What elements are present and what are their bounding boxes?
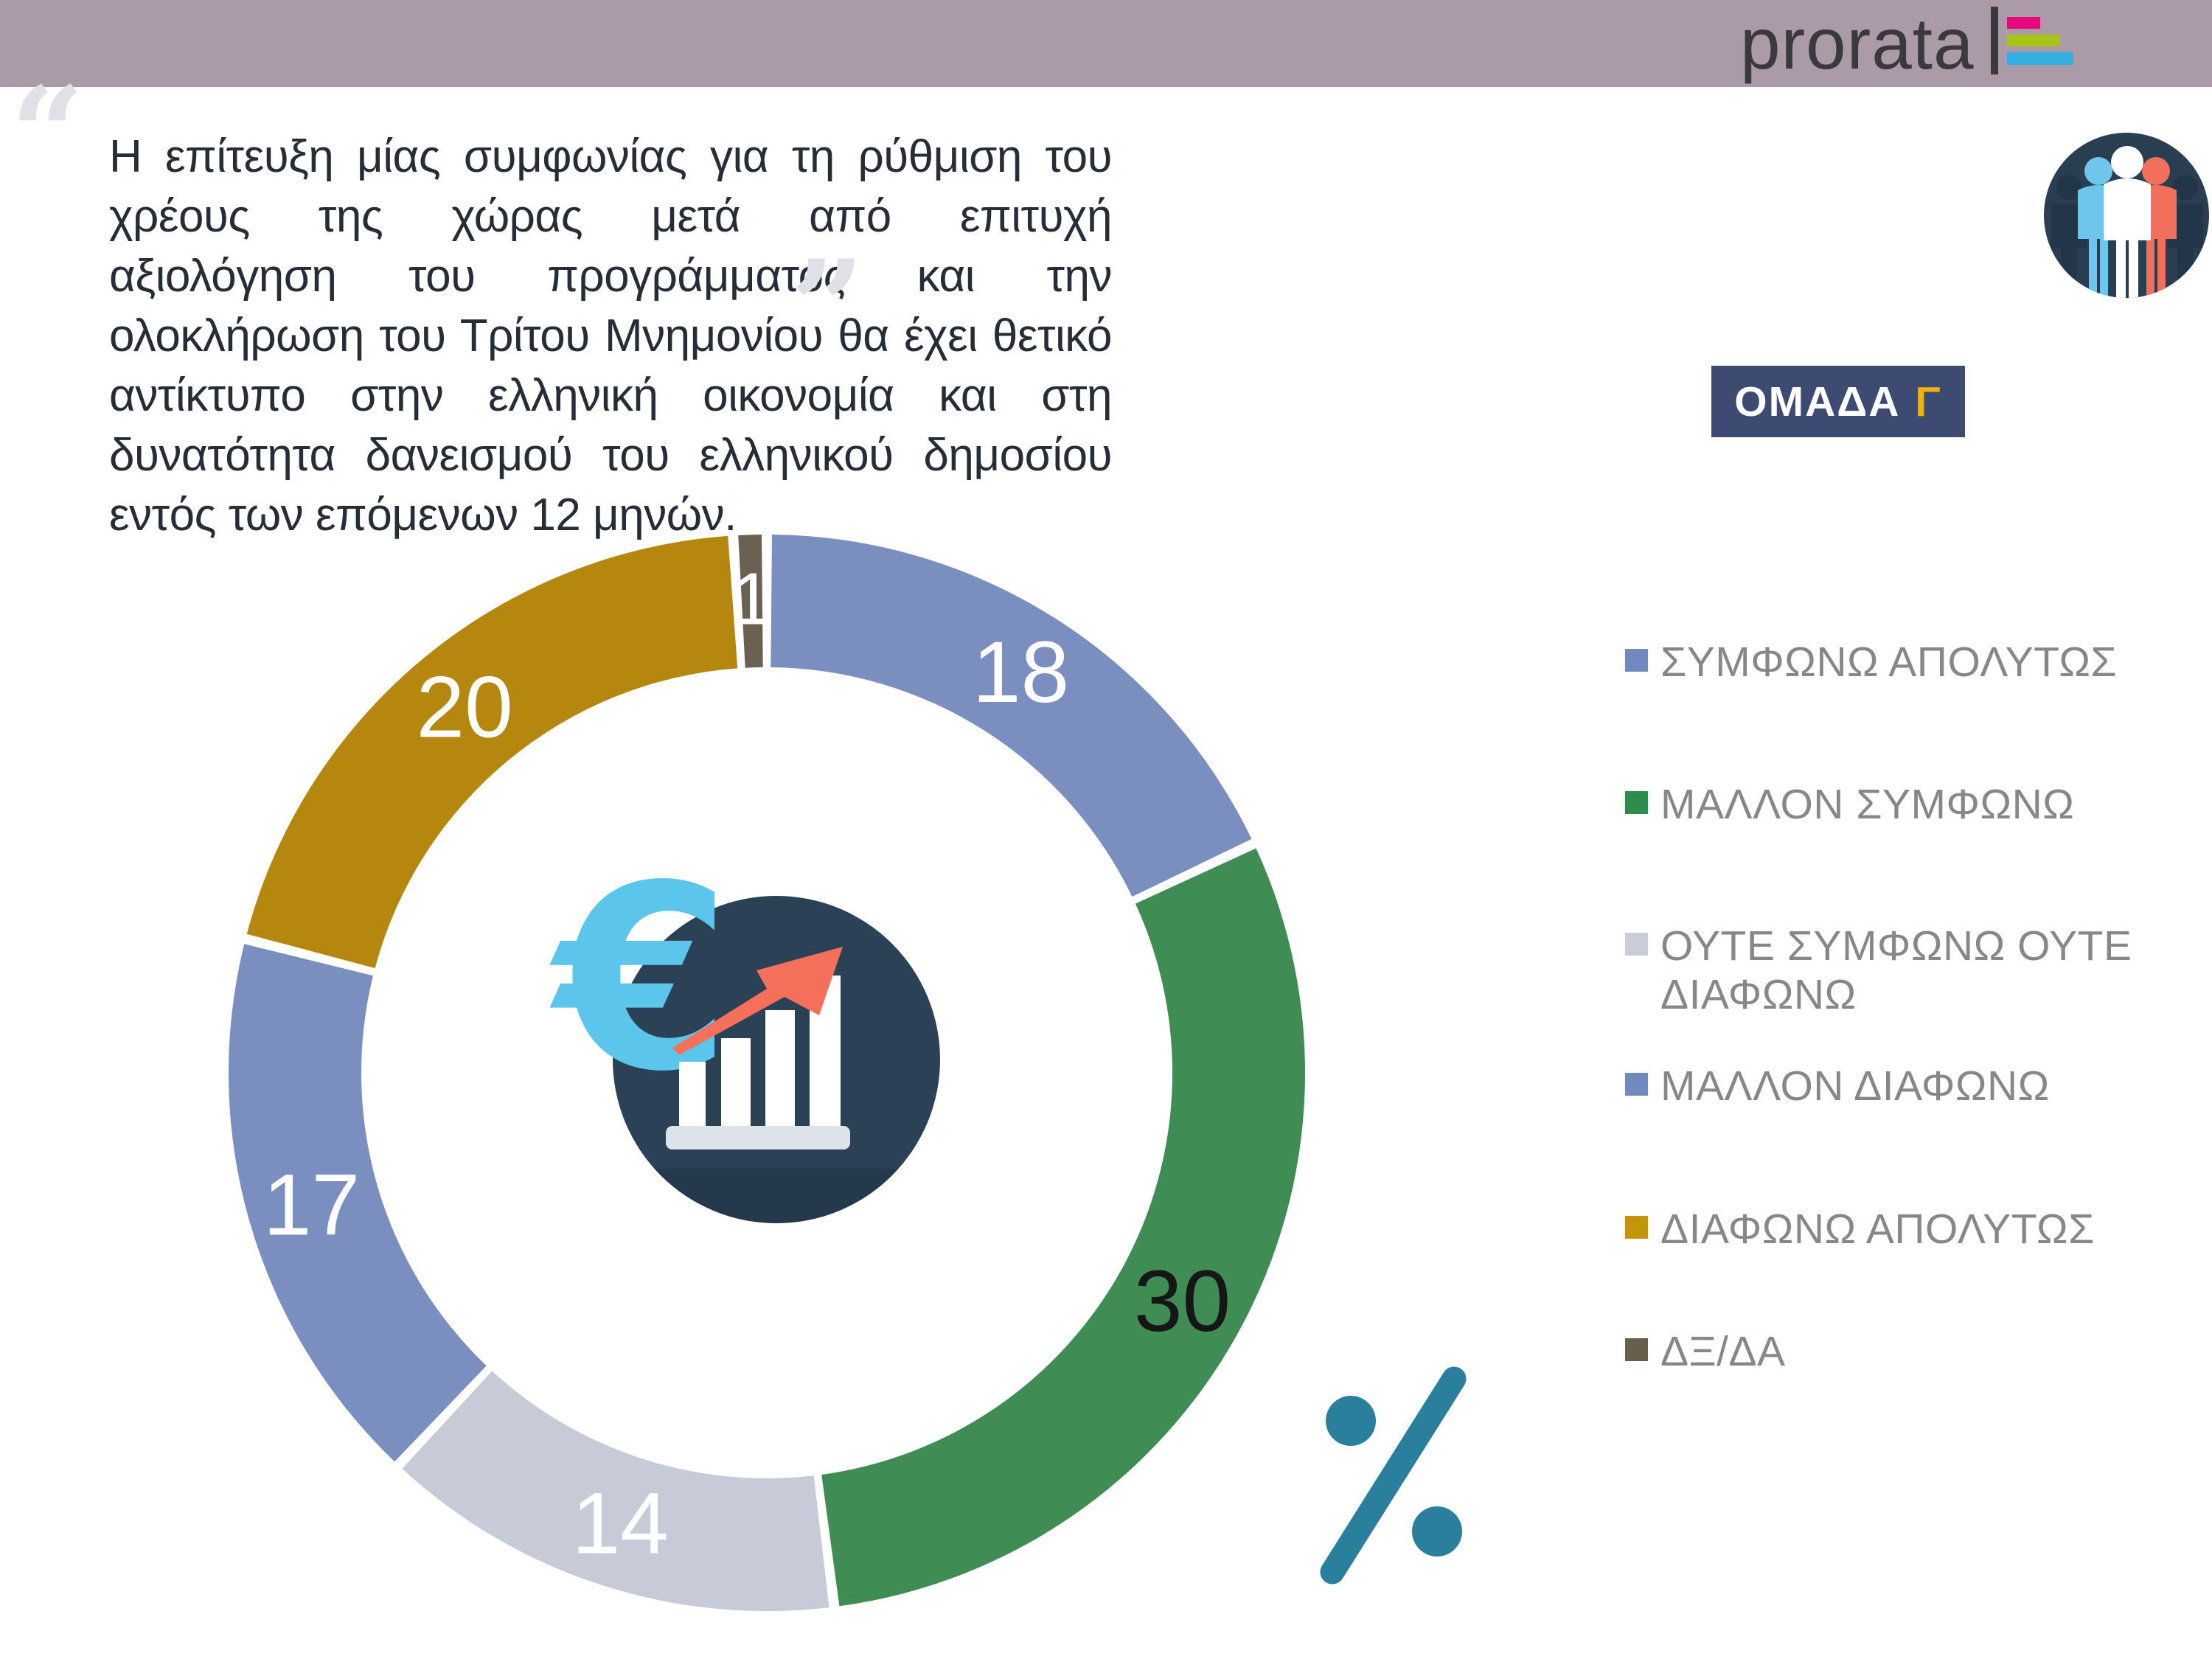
legend-swatch <box>1625 1338 1648 1361</box>
legend-swatch <box>1625 1216 1648 1239</box>
growth-arrow-icon <box>672 947 843 1055</box>
legend-swatch <box>1625 1073 1648 1096</box>
legend-swatch <box>1625 933 1648 956</box>
donut-slice <box>246 535 738 969</box>
donut-slice <box>402 1371 830 1612</box>
legend-label: ΜΑΛΛΟΝ ΔΙΑΦΩΝΩ <box>1660 1062 2050 1110</box>
donut-slice <box>821 848 1306 1607</box>
donut-slice <box>771 535 1252 897</box>
group-badge: ΟΜΑΔΑ Γ <box>1711 366 1965 437</box>
donut-slices <box>228 535 1306 1612</box>
logo-bars-icon <box>1990 7 2073 74</box>
donut-slice-value: 17 <box>263 1156 360 1253</box>
euro-growth-chart-icon: € <box>546 832 940 1223</box>
legend-item: ΜΑΛΛΟΝ ΣΥΜΦΩΝΩ <box>1625 780 2074 829</box>
donut-slice <box>228 944 487 1462</box>
people-group-icon <box>2044 133 2209 298</box>
legend-swatch <box>1625 791 1648 814</box>
percent-icon <box>1320 1366 1467 1585</box>
donut-value-labels: 18 30 14 17 20 1 <box>263 557 1231 1572</box>
legend-item: ΔΞ/ΔΑ <box>1625 1327 1786 1376</box>
legend-label: ΔΞ/ΔΑ <box>1660 1328 1786 1375</box>
group-badge-label: ΟΜΑΔΑ <box>1734 378 1901 425</box>
donut-slice-value: 1 <box>731 557 773 640</box>
question-line-3: αντίκτυπο στην ελληνική οικονομία και στ… <box>109 370 1113 481</box>
legend-item: ΣΥΜΦΩΝΩ ΑΠΟΛΥΤΩΣ <box>1625 638 2117 686</box>
question-line-1: Η επίτευξη μίας συμφωνίας για τη ρύθμιση… <box>109 131 1113 242</box>
legend-label: ΜΑΛΛΟΝ ΣΥΜΦΩΝΩ <box>1660 781 2075 828</box>
open-quote-icon: “ <box>10 59 85 210</box>
logo-text: prorata <box>1740 3 1975 84</box>
close-quote-icon: ” <box>790 232 865 383</box>
donut-slice-value: 30 <box>1134 1253 1231 1350</box>
survey-question-text: Η επίτευξη μίας συμφωνίας για τη ρύθμιση… <box>109 127 1113 545</box>
donut-slice <box>738 535 763 668</box>
question-line-2: αξιολόγηση του προγράμματος και την ολοκ… <box>109 251 1113 361</box>
question-line-4: εντός των επόμενων 12 μηνών. <box>109 490 737 540</box>
legend-item: ΟΥΤΕ ΣΥΜΦΩΝΩ ΟΥΤΕ ΔΙΑΦΩΝΩ <box>1625 922 2132 1019</box>
donut-slice-value: 14 <box>572 1475 669 1573</box>
legend-item: ΜΑΛΛΟΝ ΔΙΑΦΩΝΩ <box>1625 1062 2050 1110</box>
group-badge-letter: Γ <box>1915 378 1942 425</box>
top-banner <box>0 0 2212 87</box>
legend-label: ΔΙΑΦΩΝΩ ΑΠΟΛΥΤΩΣ <box>1660 1206 2095 1253</box>
prorata-logo: prorata <box>1740 0 2083 87</box>
legend-label: ΣΥΜΦΩΝΩ ΑΠΟΛΥΤΩΣ <box>1660 639 2118 686</box>
legend-label: ΟΥΤΕ ΣΥΜΦΩΝΩ ΟΥΤΕ ΔΙΑΦΩΝΩ <box>1660 922 2132 1018</box>
legend-swatch <box>1625 649 1648 672</box>
donut-slice-value: 20 <box>416 659 512 757</box>
legend-item: ΔΙΑΦΩΝΩ ΑΠΟΛΥΤΩΣ <box>1625 1205 2095 1253</box>
donut-slice-value: 18 <box>973 624 1069 721</box>
